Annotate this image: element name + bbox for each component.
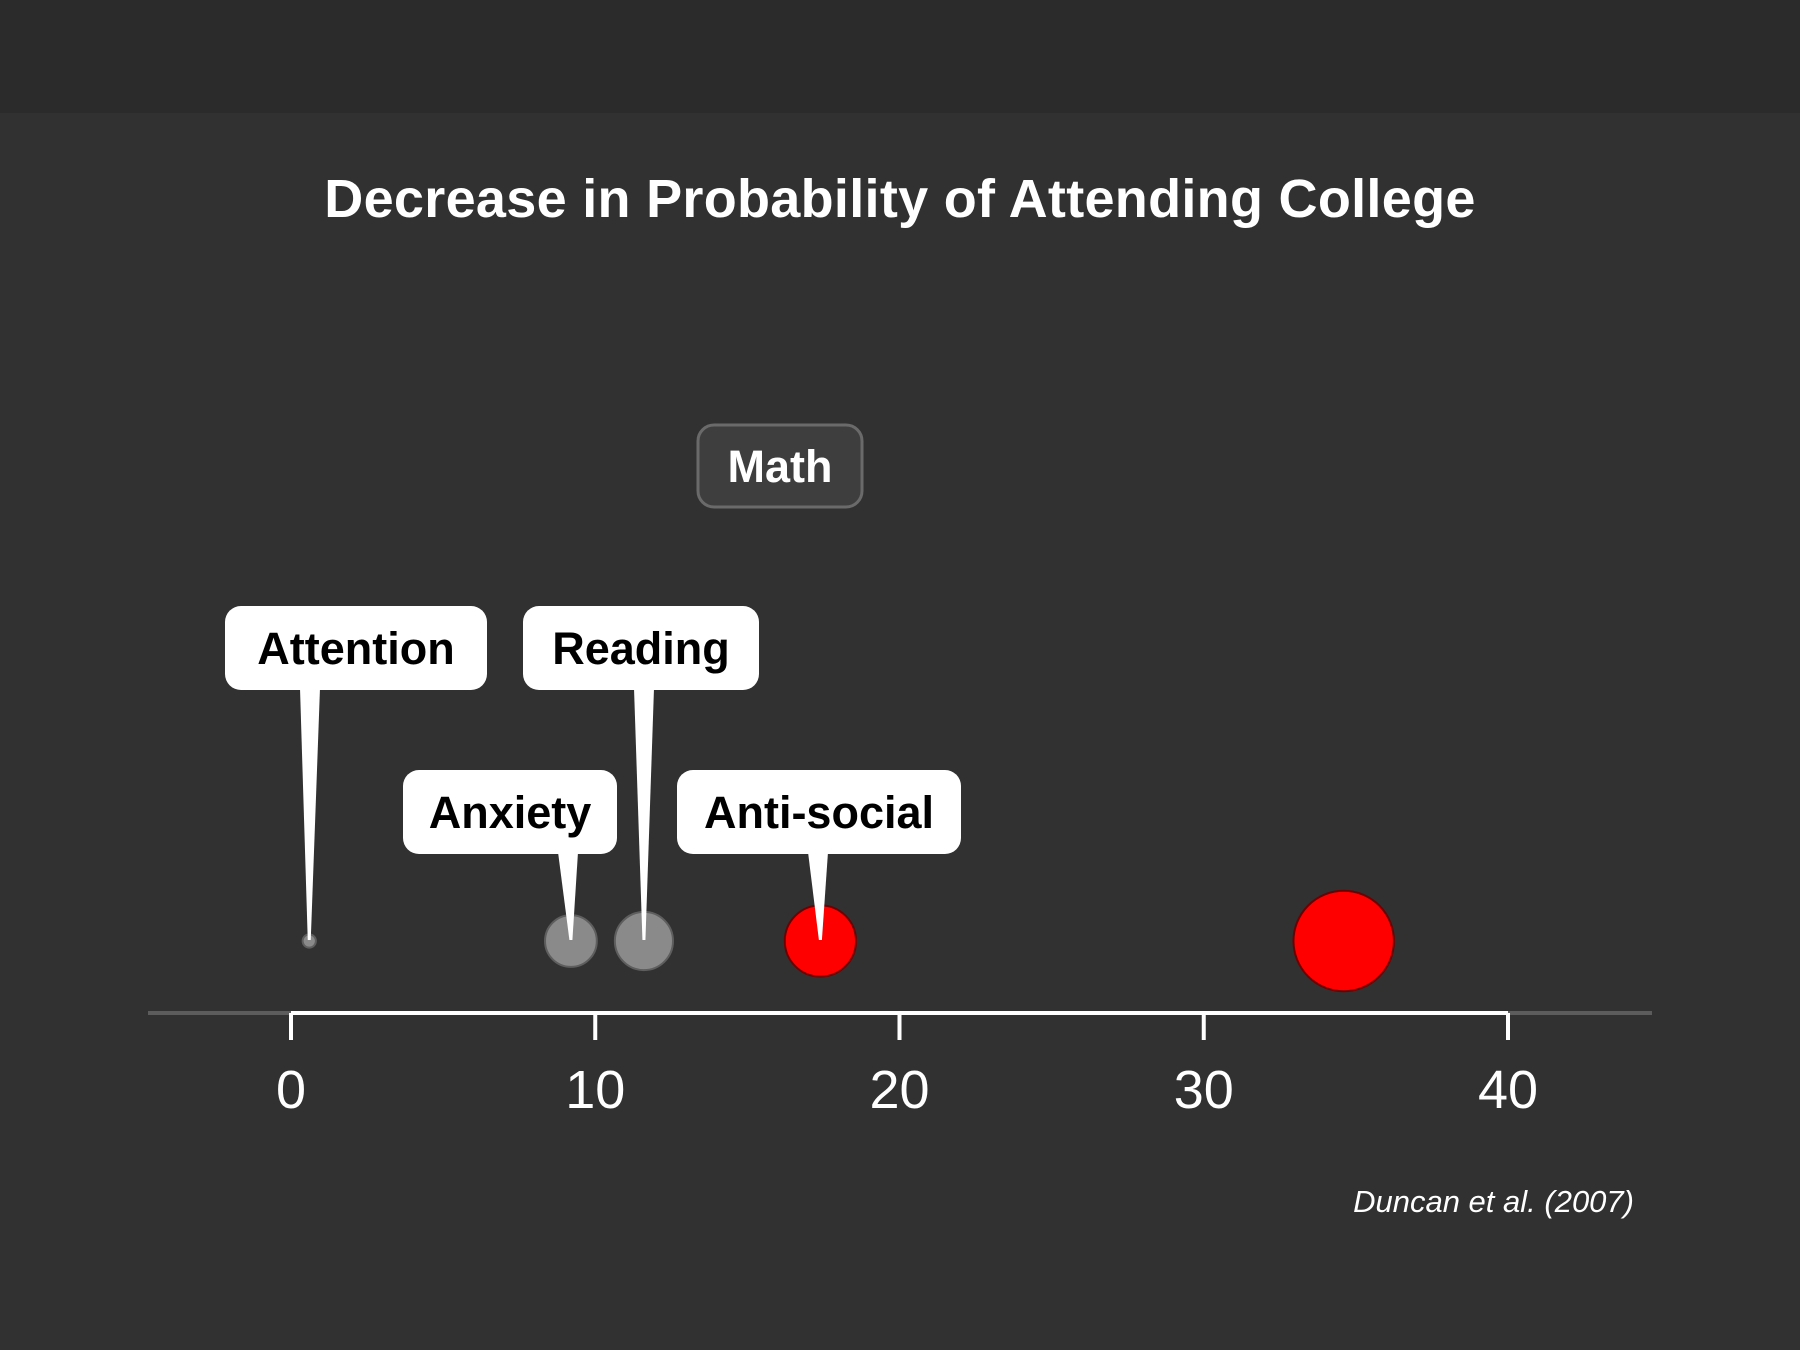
callout-stem-anxiety [558, 852, 578, 940]
point-label-math: Math [728, 441, 833, 492]
x-tick-label-20: 20 [869, 1060, 929, 1120]
point-label-reading: Reading [552, 623, 730, 674]
point-label-anti-social: Anti-social [704, 787, 934, 838]
x-tick-label-40: 40 [1478, 1060, 1538, 1120]
data-point-math [1292, 889, 1395, 993]
callout-box-attention [225, 606, 487, 690]
top-band [0, 0, 1800, 113]
chart-title: Decrease in Probability of Attending Col… [324, 169, 1476, 229]
point-label-attention: Attention [257, 623, 454, 674]
x-tick-label-10: 10 [565, 1060, 625, 1120]
source-citation: Duncan et al. (2007) [1353, 1184, 1634, 1219]
point-label-anxiety: Anxiety [429, 787, 592, 838]
callout-box-math [696, 423, 864, 509]
x-tick-label-30: 30 [1174, 1060, 1234, 1120]
x-tick-label-0: 0 [276, 1060, 306, 1120]
callout-box-reading [523, 606, 759, 690]
callout-box-anxiety [403, 770, 617, 854]
callout-stem-attention [300, 688, 320, 940]
callout-stem-anti-social [808, 852, 828, 940]
callout-box-anti-social [677, 770, 961, 854]
callout-stem-reading [634, 688, 654, 940]
